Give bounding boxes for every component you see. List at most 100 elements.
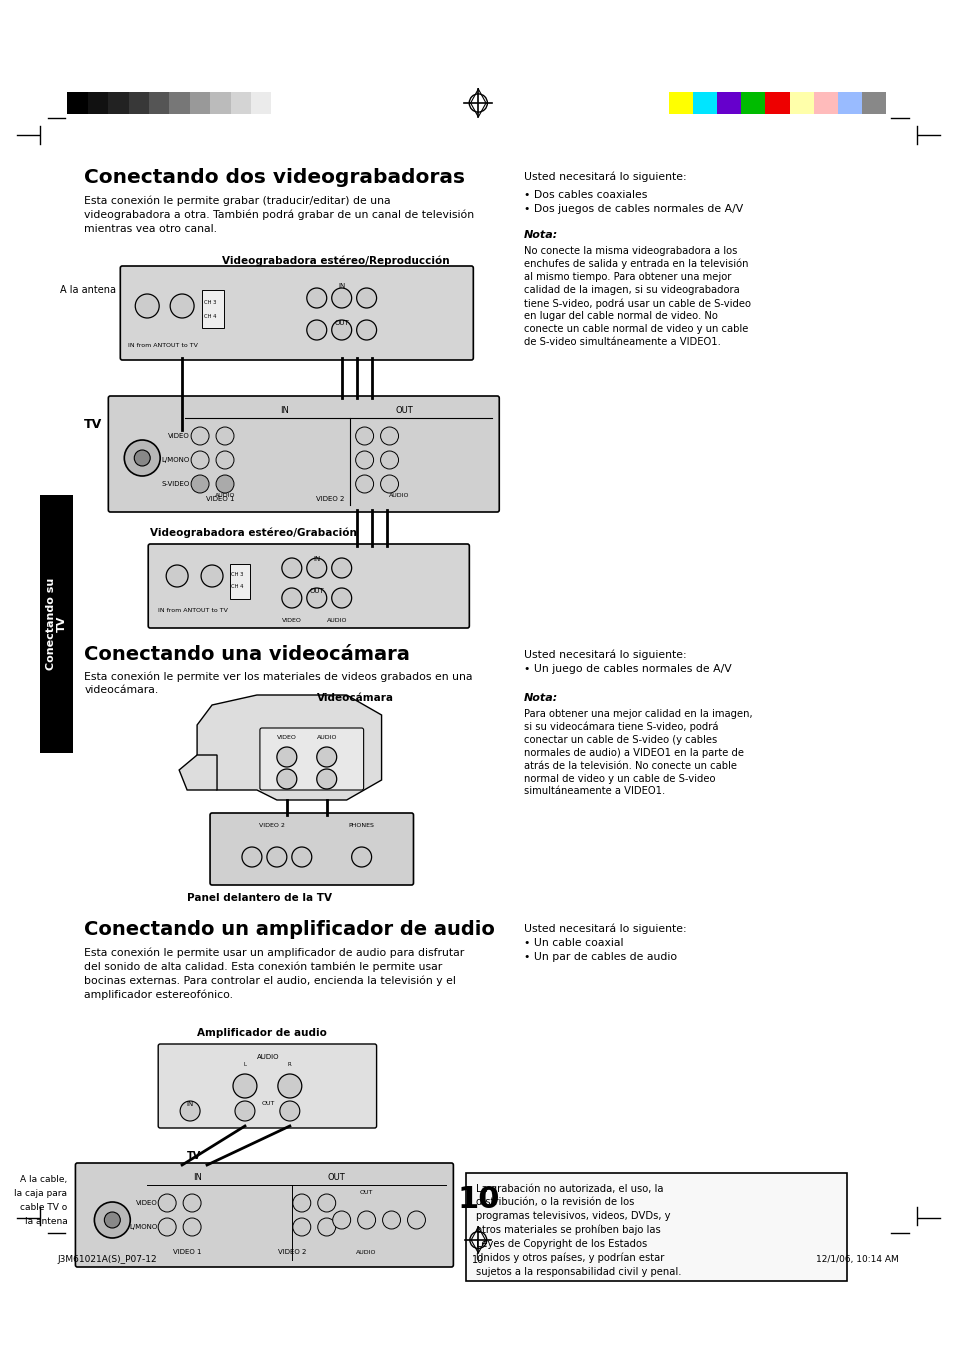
Text: OUT: OUT <box>261 1101 274 1106</box>
Circle shape <box>277 1074 301 1098</box>
Text: Conectando dos videograbadoras: Conectando dos videograbadoras <box>84 168 465 186</box>
FancyBboxPatch shape <box>75 1163 453 1267</box>
Text: R: R <box>288 1062 292 1067</box>
Circle shape <box>276 747 296 767</box>
Text: IN: IN <box>280 407 289 415</box>
Text: Videograbadora estéreo/Reproducción: Videograbadora estéreo/Reproducción <box>222 255 449 266</box>
Circle shape <box>281 558 301 578</box>
Text: VIDEO 2: VIDEO 2 <box>315 496 343 503</box>
Circle shape <box>215 427 233 444</box>
Text: Panel delantero de la TV: Panel delantero de la TV <box>187 893 332 902</box>
Bar <box>717 92 740 113</box>
Bar <box>789 92 813 113</box>
Text: Videograbadora estéreo/Grabación: Videograbadora estéreo/Grabación <box>150 528 356 539</box>
Text: AUDIO: AUDIO <box>256 1054 279 1061</box>
Text: VIDEO 1: VIDEO 1 <box>172 1250 201 1255</box>
Circle shape <box>355 427 374 444</box>
Text: IN: IN <box>337 282 345 289</box>
Bar <box>230 563 250 598</box>
Circle shape <box>94 1202 131 1238</box>
Circle shape <box>332 588 352 608</box>
Text: Amplificador de audio: Amplificador de audio <box>196 1028 327 1038</box>
Bar <box>466 1173 846 1281</box>
Circle shape <box>170 295 193 317</box>
Text: Conectando una videocámara: Conectando una videocámara <box>84 644 410 663</box>
Circle shape <box>356 320 376 340</box>
Circle shape <box>357 1210 375 1229</box>
Text: IN from ANT: IN from ANT <box>128 343 166 349</box>
FancyBboxPatch shape <box>148 544 469 628</box>
Text: • Dos cables coaxiales
• Dos juegos de cables normales de A/V: • Dos cables coaxiales • Dos juegos de c… <box>523 190 742 213</box>
Circle shape <box>215 476 233 493</box>
Circle shape <box>233 1074 256 1098</box>
Circle shape <box>104 1212 120 1228</box>
Circle shape <box>166 565 188 586</box>
Bar <box>862 92 885 113</box>
Text: OUT: OUT <box>309 588 324 594</box>
Circle shape <box>191 476 209 493</box>
Bar <box>88 92 108 113</box>
Text: VIDEO: VIDEO <box>276 735 296 740</box>
Text: A la cable,: A la cable, <box>20 1175 68 1183</box>
Circle shape <box>317 1219 335 1236</box>
Text: CH 3: CH 3 <box>204 300 216 305</box>
Text: la antena: la antena <box>25 1217 68 1225</box>
Text: AUDIO: AUDIO <box>326 617 347 623</box>
Text: TV: TV <box>187 1151 201 1161</box>
Text: Esta conexión le permite grabar (traducir/editar) de una
videograbadora a otra. : Esta conexión le permite grabar (traduci… <box>84 196 474 234</box>
Bar <box>692 92 717 113</box>
Circle shape <box>316 747 336 767</box>
Circle shape <box>380 451 398 469</box>
Text: VIDEO: VIDEO <box>135 1200 157 1206</box>
FancyBboxPatch shape <box>109 396 498 512</box>
Circle shape <box>276 769 296 789</box>
Text: AUDIO: AUDIO <box>214 493 235 499</box>
Text: IN: IN <box>186 1101 193 1106</box>
Circle shape <box>293 1219 311 1236</box>
Circle shape <box>292 847 312 867</box>
Circle shape <box>355 476 374 493</box>
Text: la caja para: la caja para <box>14 1189 68 1198</box>
Text: L/MONO: L/MONO <box>162 457 190 463</box>
Circle shape <box>316 769 336 789</box>
Bar <box>129 92 149 113</box>
Text: L: L <box>243 1062 246 1067</box>
Circle shape <box>407 1210 425 1229</box>
Circle shape <box>307 588 326 608</box>
Text: VIDEO 2: VIDEO 2 <box>277 1250 306 1255</box>
Circle shape <box>158 1194 176 1212</box>
Circle shape <box>332 320 352 340</box>
Text: OUT: OUT <box>359 1190 373 1196</box>
Circle shape <box>234 1101 254 1121</box>
Circle shape <box>158 1219 176 1236</box>
Circle shape <box>180 1101 200 1121</box>
Text: Usted necesitará lo siguiente:
• Un juego de cables normales de A/V: Usted necesitará lo siguiente: • Un jueg… <box>523 648 731 674</box>
Text: OUT: OUT <box>328 1173 345 1182</box>
Text: Nota:: Nota: <box>523 693 558 703</box>
Circle shape <box>201 565 223 586</box>
Text: 10: 10 <box>472 1255 484 1265</box>
Text: VIDEO 1: VIDEO 1 <box>206 496 234 503</box>
Circle shape <box>317 1194 335 1212</box>
Text: CH 4: CH 4 <box>204 313 216 319</box>
Circle shape <box>355 451 374 469</box>
Bar <box>202 290 224 328</box>
Polygon shape <box>197 694 381 800</box>
Circle shape <box>307 558 326 578</box>
Bar <box>272 92 292 113</box>
FancyBboxPatch shape <box>158 1044 376 1128</box>
Text: J3M61021A(S)_P07-12: J3M61021A(S)_P07-12 <box>57 1255 157 1265</box>
Text: Conectando su
TV: Conectando su TV <box>46 578 68 670</box>
Text: Esta conexión le permite ver los materiales de videos grabados en una
videocámar: Esta conexión le permite ver los materia… <box>84 671 473 694</box>
Circle shape <box>183 1219 201 1236</box>
Text: PHONES: PHONES <box>349 823 375 828</box>
Text: No conecte la misma videograbadora a los
enchufes de salida y entrada en la tele: No conecte la misma videograbadora a los… <box>523 246 750 347</box>
Text: OUT: OUT <box>334 320 349 326</box>
Text: S-VIDEO: S-VIDEO <box>162 481 190 486</box>
Circle shape <box>134 450 150 466</box>
Text: cable TV o: cable TV o <box>20 1202 68 1212</box>
Text: OUT to TV: OUT to TV <box>166 343 198 349</box>
Text: AUDIO: AUDIO <box>356 1250 376 1255</box>
Text: Para obtener una mejor calidad en la imagen,
si su videocámara tiene S-video, po: Para obtener una mejor calidad en la ima… <box>523 709 752 797</box>
Text: IN from ANT: IN from ANT <box>158 608 196 613</box>
